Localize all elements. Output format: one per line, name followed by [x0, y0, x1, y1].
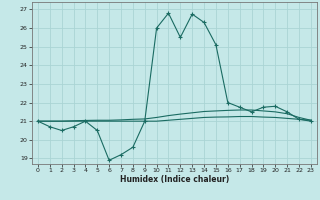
X-axis label: Humidex (Indice chaleur): Humidex (Indice chaleur): [120, 175, 229, 184]
